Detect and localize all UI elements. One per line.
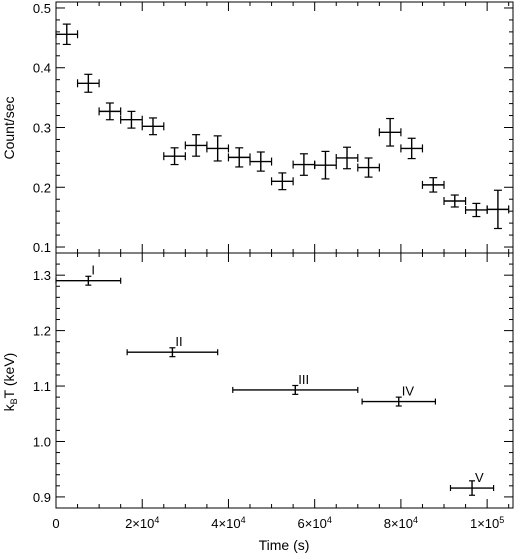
count-rate-data-point — [184, 134, 208, 157]
count-rate-y-tick-label: 0.1 — [33, 240, 51, 255]
x-tick-label-exponent: 4 — [413, 515, 418, 525]
temperature-y-tick-label: 0.9 — [33, 490, 51, 505]
count-rate-data-point — [292, 153, 316, 176]
x-tick-label-base: 4×10 — [211, 516, 240, 531]
x-tick-label-base: 1×10 — [470, 516, 499, 531]
count-rate-data-point — [98, 102, 122, 121]
temperature-panel-frame — [55, 252, 514, 509]
count-rate-y-tick-label: 0.5 — [33, 1, 51, 16]
count-rate-panel: 0.1 0.2 0.3 0.4 0.5 Count/sec — [1, 1, 514, 255]
count-rate-y-tick-label: 0.2 — [33, 180, 51, 195]
x-tick-label-base: 2×10 — [125, 516, 154, 531]
count-rate-data-point — [76, 73, 100, 93]
count-rate-data-point — [227, 147, 251, 168]
segment-label: V — [475, 470, 484, 485]
count-rate-y-tick-label: 0.3 — [33, 121, 51, 136]
segment-label: III — [298, 372, 309, 387]
temperature-y-tick-label: 1.1 — [33, 379, 51, 394]
count-rate-data-point — [400, 137, 424, 160]
x-tick-label: 4×104 — [211, 515, 245, 531]
temperature-data-point: II — [126, 334, 219, 358]
count-rate-data-point — [314, 150, 337, 180]
x-tick-label: 0 — [52, 516, 59, 531]
temperature-data-point: I — [55, 263, 122, 286]
count-rate-panel-frame — [55, 1, 514, 254]
x-tick-label-exponent: 5 — [499, 515, 504, 525]
x-axis-label: Time (s) — [259, 537, 310, 553]
temperature-y-axis-label-k: k — [1, 403, 17, 411]
x-tick-label: 2×104 — [125, 515, 159, 531]
count-rate-y-axis-label: Count/sec — [1, 96, 17, 159]
x-tick-label: 6×104 — [298, 515, 332, 531]
x-tick-label-exponent: 4 — [154, 515, 159, 525]
segment-label: II — [175, 334, 182, 349]
segment-label: IV — [402, 384, 415, 399]
count-rate-data-point — [206, 135, 230, 162]
count-rate-y-tick-label: 0.4 — [33, 61, 51, 76]
count-rate-data-point — [464, 202, 488, 218]
count-rate-data-point — [357, 157, 380, 178]
x-tick-label: 1×105 — [470, 515, 504, 531]
temperature-y-axis-label-sub: B — [9, 398, 19, 404]
temperature-ticks: 0.91.01.11.21.30 2×104 4×104 6×104 8×104 1×10… — [33, 252, 513, 531]
temperature-panel: 0.91.01.11.21.30 2×104 4×104 6×104 8×104 1×10… — [1, 252, 514, 553]
x-tick-label-exponent: 4 — [241, 515, 246, 525]
count-rate-data-point — [55, 23, 79, 46]
segment-label: I — [91, 263, 95, 278]
temperature-y-axis-label-rest: T (keV) — [1, 353, 17, 399]
temperature-y-tick-label: 1.3 — [33, 268, 51, 283]
count-rate-data-point — [120, 110, 143, 129]
temperature-y-tick-label: 1.2 — [33, 324, 51, 339]
count-rate-data-point — [249, 151, 273, 172]
x-tick-label-base: 0 — [52, 516, 59, 531]
temperature-data-point: IV — [361, 384, 436, 407]
count-rate-data-point — [443, 194, 467, 208]
count-rate-data-point — [163, 147, 186, 166]
x-tick-label: 8×104 — [384, 515, 418, 531]
count-rate-points — [55, 23, 510, 230]
temperature-y-tick-label: 1.0 — [33, 434, 51, 449]
x-tick-label-exponent: 4 — [327, 515, 332, 525]
count-rate-data-point — [486, 189, 510, 230]
count-rate-data-point — [421, 177, 445, 193]
count-rate-data-point — [378, 117, 402, 147]
x-tick-label-base: 8×10 — [384, 516, 413, 531]
count-rate-data-point — [335, 146, 359, 170]
count-rate-ticks: 0.1 0.2 0.3 0.4 0.5 — [33, 1, 513, 255]
temperature-y-axis-label: kBT (keV) — [1, 353, 19, 412]
temperature-data-point: III — [232, 372, 359, 395]
count-rate-data-point — [141, 117, 165, 136]
x-tick-label-base: 6×10 — [298, 516, 327, 531]
temperature-data-point: V — [449, 470, 495, 496]
count-rate-data-point — [270, 172, 294, 191]
